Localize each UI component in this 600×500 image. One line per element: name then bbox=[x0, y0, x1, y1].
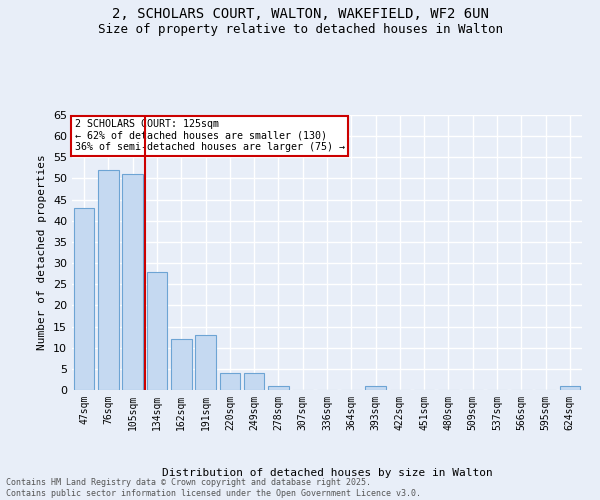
Bar bbox=[220, 373, 240, 390]
Bar bbox=[195, 335, 216, 390]
Bar bbox=[171, 339, 191, 390]
Bar bbox=[244, 373, 265, 390]
Bar bbox=[74, 208, 94, 390]
Text: Contains HM Land Registry data © Crown copyright and database right 2025.
Contai: Contains HM Land Registry data © Crown c… bbox=[6, 478, 421, 498]
Text: 2 SCHOLARS COURT: 125sqm
← 62% of detached houses are smaller (130)
36% of semi-: 2 SCHOLARS COURT: 125sqm ← 62% of detach… bbox=[74, 119, 344, 152]
Y-axis label: Number of detached properties: Number of detached properties bbox=[37, 154, 47, 350]
Text: Size of property relative to detached houses in Walton: Size of property relative to detached ho… bbox=[97, 22, 503, 36]
Bar bbox=[98, 170, 119, 390]
Text: Distribution of detached houses by size in Walton: Distribution of detached houses by size … bbox=[161, 468, 493, 477]
Bar bbox=[268, 386, 289, 390]
Text: 2, SCHOLARS COURT, WALTON, WAKEFIELD, WF2 6UN: 2, SCHOLARS COURT, WALTON, WAKEFIELD, WF… bbox=[112, 8, 488, 22]
Bar bbox=[146, 272, 167, 390]
Bar bbox=[365, 386, 386, 390]
Bar bbox=[122, 174, 143, 390]
Bar bbox=[560, 386, 580, 390]
